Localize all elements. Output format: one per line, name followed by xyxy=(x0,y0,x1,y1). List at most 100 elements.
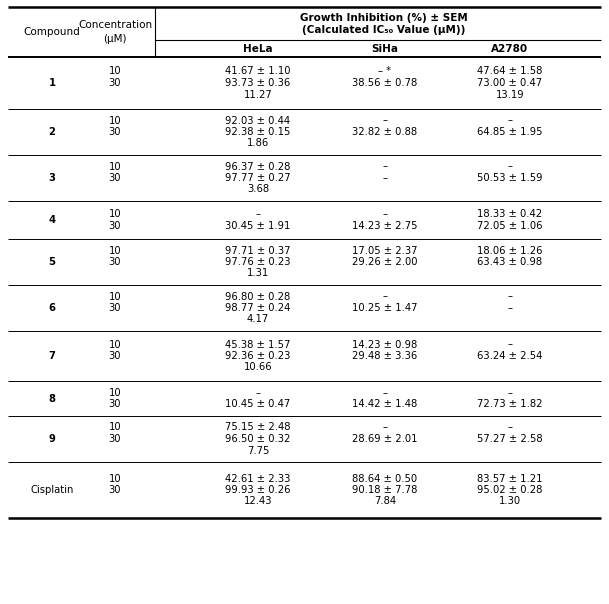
Text: 30: 30 xyxy=(109,351,121,361)
Text: 45.38 ± 1.57: 45.38 ± 1.57 xyxy=(225,339,290,350)
Text: 6: 6 xyxy=(49,303,55,313)
Text: –: – xyxy=(382,161,387,172)
Text: 30: 30 xyxy=(109,434,121,444)
Text: –: – xyxy=(382,173,387,183)
Text: 30: 30 xyxy=(109,399,121,410)
Text: Concentration
(μM): Concentration (μM) xyxy=(78,20,152,44)
Text: –: – xyxy=(507,423,513,432)
Text: 32.82 ± 0.88: 32.82 ± 0.88 xyxy=(353,127,418,137)
Text: –: – xyxy=(256,209,261,219)
Text: 30: 30 xyxy=(109,173,121,183)
Text: 90.18 ± 7.78: 90.18 ± 7.78 xyxy=(353,485,418,495)
Text: 10.45 ± 0.47: 10.45 ± 0.47 xyxy=(225,399,290,410)
Text: 1: 1 xyxy=(49,78,55,88)
Text: 63.24 ± 2.54: 63.24 ± 2.54 xyxy=(477,351,543,361)
Text: 18.06 ± 1.26: 18.06 ± 1.26 xyxy=(477,245,543,255)
Text: 83.57 ± 1.21: 83.57 ± 1.21 xyxy=(477,474,543,483)
Text: 72.05 ± 1.06: 72.05 ± 1.06 xyxy=(477,220,543,231)
Text: –: – xyxy=(507,303,513,313)
Text: 96.37 ± 0.28: 96.37 ± 0.28 xyxy=(225,161,290,172)
Text: 64.85 ± 1.95: 64.85 ± 1.95 xyxy=(477,127,543,137)
Text: 7.75: 7.75 xyxy=(247,446,269,455)
Text: 42.61 ± 2.33: 42.61 ± 2.33 xyxy=(225,474,290,483)
Text: 28.69 ± 2.01: 28.69 ± 2.01 xyxy=(352,434,418,444)
Text: 12.43: 12.43 xyxy=(244,496,272,507)
Text: 63.43 ± 0.98: 63.43 ± 0.98 xyxy=(477,257,543,267)
Text: 75.15 ± 2.48: 75.15 ± 2.48 xyxy=(225,423,290,432)
Text: 29.48 ± 3.36: 29.48 ± 3.36 xyxy=(353,351,418,361)
Text: 7.84: 7.84 xyxy=(374,496,396,507)
Text: Cisplatin: Cisplatin xyxy=(30,485,74,495)
Text: 10: 10 xyxy=(108,209,121,219)
Text: SiHa: SiHa xyxy=(371,43,398,54)
Text: 18.33 ± 0.42: 18.33 ± 0.42 xyxy=(477,209,543,219)
Text: –: – xyxy=(382,115,387,126)
Text: 97.76 ± 0.23: 97.76 ± 0.23 xyxy=(225,257,290,267)
Text: –: – xyxy=(507,292,513,301)
Text: 98.77 ± 0.24: 98.77 ± 0.24 xyxy=(225,303,290,313)
Text: –: – xyxy=(382,292,387,301)
Text: A2780: A2780 xyxy=(491,43,529,54)
Text: 3: 3 xyxy=(49,173,55,183)
Text: 38.56 ± 0.78: 38.56 ± 0.78 xyxy=(353,78,418,88)
Text: Growth Inhibition (%) ± SEM: Growth Inhibition (%) ± SEM xyxy=(300,13,468,23)
Text: 10: 10 xyxy=(108,292,121,301)
Text: 92.38 ± 0.15: 92.38 ± 0.15 xyxy=(225,127,290,137)
Text: 14.23 ± 0.98: 14.23 ± 0.98 xyxy=(353,339,418,350)
Text: 30: 30 xyxy=(109,220,121,231)
Text: 57.27 ± 2.58: 57.27 ± 2.58 xyxy=(477,434,543,444)
Text: 7: 7 xyxy=(49,351,55,361)
Text: 10.25 ± 1.47: 10.25 ± 1.47 xyxy=(352,303,418,313)
Text: 97.77 ± 0.27: 97.77 ± 0.27 xyxy=(225,173,291,183)
Text: 10: 10 xyxy=(108,161,121,172)
Text: 50.53 ± 1.59: 50.53 ± 1.59 xyxy=(477,173,543,183)
Text: 9: 9 xyxy=(49,434,55,444)
Text: 73.00 ± 0.47: 73.00 ± 0.47 xyxy=(477,78,543,88)
Text: 10: 10 xyxy=(108,66,121,77)
Text: – *: – * xyxy=(378,66,392,77)
Text: 72.73 ± 1.82: 72.73 ± 1.82 xyxy=(477,399,543,410)
Text: 92.03 ± 0.44: 92.03 ± 0.44 xyxy=(225,115,290,126)
Text: 8: 8 xyxy=(49,393,55,403)
Text: Compound: Compound xyxy=(24,27,80,37)
Text: 10: 10 xyxy=(108,339,121,350)
Text: 30: 30 xyxy=(109,78,121,88)
Text: 4: 4 xyxy=(49,215,55,225)
Text: –: – xyxy=(256,388,261,398)
Text: 10: 10 xyxy=(108,115,121,126)
Text: 88.64 ± 0.50: 88.64 ± 0.50 xyxy=(353,474,418,483)
Text: 4.17: 4.17 xyxy=(247,315,269,324)
Text: 30: 30 xyxy=(109,257,121,267)
Text: 10: 10 xyxy=(108,388,121,398)
Text: 96.50 ± 0.32: 96.50 ± 0.32 xyxy=(225,434,290,444)
Text: 95.02 ± 0.28: 95.02 ± 0.28 xyxy=(477,485,543,495)
Text: 30: 30 xyxy=(109,303,121,313)
Text: 29.26 ± 2.00: 29.26 ± 2.00 xyxy=(352,257,418,267)
Text: 1.31: 1.31 xyxy=(247,269,269,278)
Text: 17.05 ± 2.37: 17.05 ± 2.37 xyxy=(352,245,418,255)
Text: 13.19: 13.19 xyxy=(496,89,524,100)
Text: 96.80 ± 0.28: 96.80 ± 0.28 xyxy=(225,292,290,301)
Text: –: – xyxy=(507,115,513,126)
Text: 10.66: 10.66 xyxy=(244,362,272,373)
Text: HeLa: HeLa xyxy=(243,43,273,54)
Text: 93.73 ± 0.36: 93.73 ± 0.36 xyxy=(225,78,290,88)
Text: 11.27: 11.27 xyxy=(244,89,272,100)
Text: –: – xyxy=(507,388,513,398)
Text: 3.68: 3.68 xyxy=(247,184,269,194)
Text: 92.36 ± 0.23: 92.36 ± 0.23 xyxy=(225,351,290,361)
Text: –: – xyxy=(382,209,387,219)
Text: 5: 5 xyxy=(49,257,55,267)
Text: 2: 2 xyxy=(49,127,55,137)
Text: 14.42 ± 1.48: 14.42 ± 1.48 xyxy=(353,399,418,410)
Text: 99.93 ± 0.26: 99.93 ± 0.26 xyxy=(225,485,290,495)
Text: –: – xyxy=(507,339,513,350)
Text: 10: 10 xyxy=(108,474,121,483)
Text: (Calculated IC₅₀ Value (μM)): (Calculated IC₅₀ Value (μM)) xyxy=(302,25,466,35)
Text: –: – xyxy=(382,388,387,398)
Text: 97.71 ± 0.37: 97.71 ± 0.37 xyxy=(225,245,290,255)
Text: 10: 10 xyxy=(108,245,121,255)
Text: 1.86: 1.86 xyxy=(247,138,269,149)
Text: –: – xyxy=(382,423,387,432)
Text: 41.67 ± 1.10: 41.67 ± 1.10 xyxy=(225,66,290,77)
